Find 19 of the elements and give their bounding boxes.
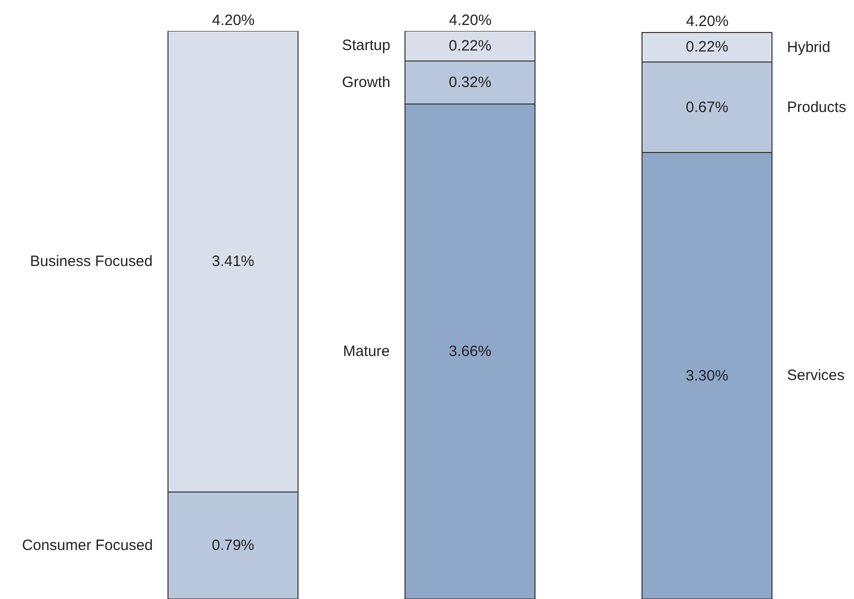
series-label: Services [787, 367, 845, 384]
series-label: Consumer Focused [22, 537, 153, 554]
data-label: 0.79% [212, 537, 254, 554]
data-label: 3.41% [212, 253, 254, 270]
total-label: 4.20% [686, 13, 729, 30]
total-label: 4.20% [449, 12, 492, 29]
data-label: 3.66% [448, 343, 492, 360]
data-label: 3.30% [686, 367, 728, 384]
total-label: 4.20% [212, 12, 255, 29]
series-label: Business Focused [30, 253, 153, 270]
data-label: 0.22% [686, 38, 728, 56]
data-label: 0.67% [686, 98, 728, 116]
series-label: Products [787, 99, 846, 116]
series-label: Growth [342, 74, 390, 91]
series-label: Startup [342, 37, 390, 54]
data-label: 0.22% [448, 37, 492, 54]
series-label: Hybrid [787, 39, 830, 56]
series-label: Mature [343, 343, 390, 360]
data-label: 0.32% [448, 74, 492, 91]
